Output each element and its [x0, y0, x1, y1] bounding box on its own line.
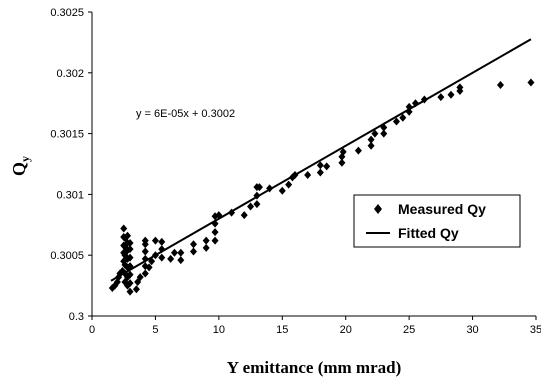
x-tick-label: 10 — [213, 324, 225, 336]
y-axis-label: Qy — [9, 156, 32, 176]
x-tick-label: 35 — [530, 324, 541, 336]
legend-diamond-icon — [374, 204, 382, 214]
data-point — [126, 287, 134, 296]
data-point — [255, 183, 263, 192]
data-point — [132, 285, 140, 294]
data-point — [399, 113, 407, 122]
data-point — [253, 200, 261, 209]
data-point — [304, 170, 312, 179]
fitted-line — [110, 38, 532, 282]
data-point — [167, 254, 175, 263]
data-point — [121, 251, 129, 260]
data-point — [316, 168, 324, 177]
data-point — [380, 129, 388, 138]
data-point — [151, 236, 159, 245]
data-point — [121, 260, 129, 269]
y-tick-label: 0.3 — [69, 311, 84, 323]
data-point — [126, 253, 134, 262]
data-point — [456, 83, 464, 92]
fitted-line-layer — [110, 38, 532, 282]
data-point — [354, 146, 362, 155]
data-point — [121, 277, 129, 286]
data-point — [124, 246, 132, 255]
data-point — [367, 141, 375, 150]
legend-box — [353, 194, 521, 248]
data-point — [189, 247, 197, 256]
y-tick-label: 0.302 — [56, 68, 84, 80]
data-point — [126, 245, 134, 254]
data-point — [121, 234, 129, 243]
data-point — [124, 254, 132, 263]
data-point — [447, 90, 455, 99]
data-point — [141, 236, 149, 245]
data-point — [202, 236, 210, 245]
data-point — [339, 147, 347, 156]
data-point — [126, 279, 134, 288]
data-point — [126, 239, 134, 248]
x-tick-label: 25 — [403, 324, 415, 336]
data-point — [158, 253, 166, 262]
x-tick-label: 30 — [466, 324, 478, 336]
data-point — [367, 135, 375, 144]
data-point — [124, 231, 132, 240]
data-point — [120, 224, 128, 233]
y-tick-label: 0.3005 — [50, 250, 84, 262]
legend-label-measured: Measured Qy — [398, 201, 486, 217]
x-tick-label: 0 — [89, 324, 95, 336]
data-point — [121, 242, 129, 251]
data-point — [158, 237, 166, 246]
data-point — [496, 80, 504, 89]
data-point — [338, 158, 346, 167]
data-point — [371, 129, 379, 138]
data-point — [177, 256, 185, 265]
data-point — [211, 228, 219, 237]
data-point — [189, 240, 197, 249]
data-point — [126, 270, 134, 279]
data-point — [136, 273, 144, 282]
data-point — [285, 180, 293, 189]
data-point — [141, 269, 149, 278]
x-tick-label: 20 — [340, 324, 352, 336]
data-point — [392, 117, 400, 126]
fit-equation: y = 6E-05x + 0.3002 — [136, 108, 235, 120]
y-axis-label-main: Q — [9, 162, 29, 176]
data-point — [124, 263, 132, 272]
axis-ticks: 0 5 10 15 20 25 30 35 0.3 0.3005 0.301 0.3015 0.302 0… — [50, 7, 541, 336]
data-point — [124, 273, 132, 282]
data-point — [247, 202, 255, 211]
data-point — [278, 186, 286, 195]
data-point — [145, 263, 153, 272]
legend: Measured Qy Fitted Qy — [353, 194, 521, 248]
x-tick-label: 5 — [152, 324, 158, 336]
data-point — [240, 211, 248, 220]
data-point — [527, 78, 535, 87]
data-point — [124, 281, 132, 290]
data-point — [323, 162, 331, 171]
data-point — [437, 93, 445, 102]
x-axis-label: Y emittance (mm mrad) — [227, 358, 402, 377]
data-point — [316, 161, 324, 170]
data-point — [202, 243, 210, 252]
x-tick-label: 15 — [276, 324, 288, 336]
y-tick-label: 0.3025 — [50, 7, 84, 19]
y-axis-label-subscript: y — [18, 156, 32, 162]
data-point — [177, 248, 185, 257]
data-point — [141, 247, 149, 256]
data-point — [170, 248, 178, 257]
y-tick-label: 0.3015 — [50, 129, 84, 141]
y-tick-label: 0.301 — [56, 189, 84, 201]
legend-label-fitted: Fitted Qy — [398, 225, 459, 241]
data-point — [211, 236, 219, 245]
